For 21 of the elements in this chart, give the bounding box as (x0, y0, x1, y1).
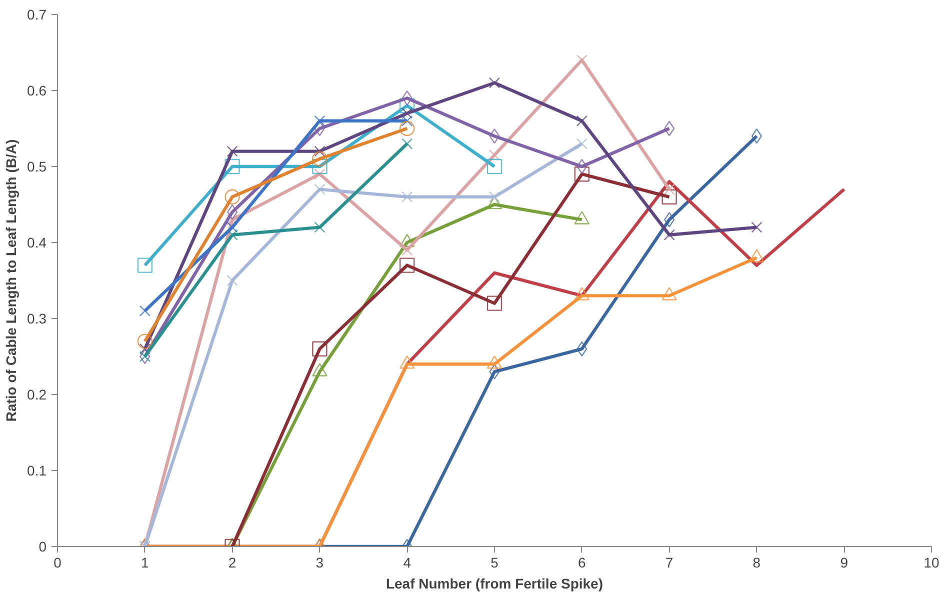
y-tick-label: 0.7 (27, 6, 47, 22)
x-tick-label: 10 (924, 554, 940, 570)
x-tick-label: 8 (752, 554, 761, 570)
y-tick-label: 0.4 (27, 234, 47, 250)
x-tick-label: 4 (403, 554, 412, 570)
x-tick-label: 0 (54, 554, 62, 570)
x-tick-label: 6 (578, 554, 586, 570)
x-axis-title: Leaf Number (from Fertile Spike) (386, 576, 604, 592)
y-tick-label: 0 (38, 538, 47, 554)
x-tick-label: 1 (141, 554, 150, 570)
y-tick-label: 0.2 (27, 386, 47, 402)
x-tick-label: 2 (228, 554, 236, 570)
y-tick-label: 0.5 (27, 158, 47, 174)
y-axis-title: Ratio of Cable Length to Leaf Length (B/A) (3, 139, 20, 422)
y-tick-label: 0.1 (27, 462, 47, 478)
x-tick-label: 5 (490, 554, 499, 570)
x-tick-label: 3 (316, 554, 324, 570)
y-tick-label: 0.6 (27, 82, 47, 98)
x-tick-label: 9 (840, 554, 848, 570)
y-tick-label: 0.3 (27, 310, 47, 326)
x-tick-label: 7 (665, 554, 674, 570)
